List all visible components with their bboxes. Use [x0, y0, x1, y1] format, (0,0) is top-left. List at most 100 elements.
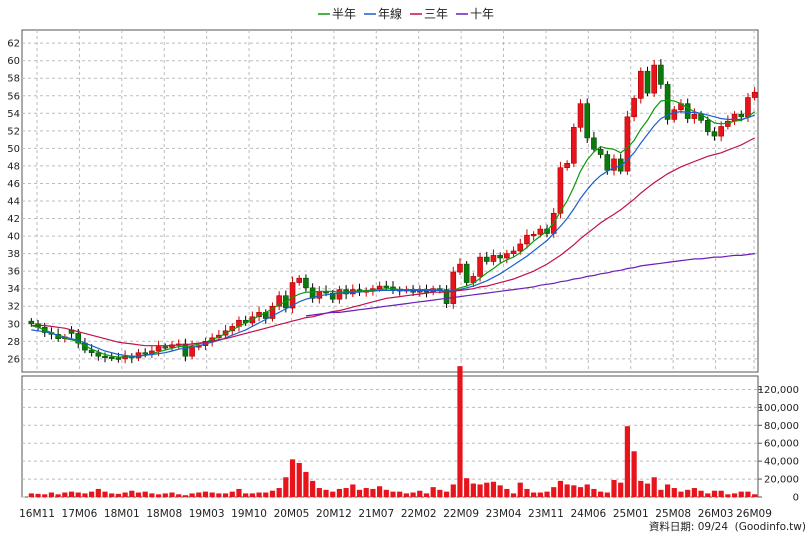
volume-bar	[303, 471, 309, 497]
volume-bar	[109, 493, 115, 497]
candle-body	[577, 103, 584, 128]
volume-bar	[296, 462, 302, 497]
candle-body	[155, 346, 162, 352]
price-tick-label: 42	[7, 214, 20, 225]
candle-body	[329, 292, 336, 300]
x-tick-label: 20M12	[316, 508, 352, 520]
volume-bar	[269, 490, 276, 497]
price-tick-label: 28	[7, 337, 20, 348]
volume-bar	[182, 495, 188, 497]
candle-body	[564, 162, 570, 168]
candle-body	[463, 263, 470, 283]
volume-bar	[564, 484, 570, 497]
x-tick-label: 16M11	[19, 508, 55, 520]
price-tick-label: 62	[7, 39, 20, 50]
price-tick-label: 46	[7, 179, 20, 190]
x-tick-label: 26M09	[736, 508, 772, 520]
volume-bar	[752, 494, 758, 497]
volume-bar	[624, 426, 631, 497]
candle-body	[135, 352, 142, 359]
candle-body	[571, 127, 577, 164]
volume-bar	[323, 489, 329, 497]
candle-body	[376, 285, 383, 289]
volume-bar	[584, 484, 590, 497]
volume-bar	[738, 491, 744, 497]
volume-bar	[390, 491, 396, 497]
volume-bar	[202, 491, 209, 497]
x-tick-label: 26M03	[698, 508, 734, 520]
volume-bar	[631, 451, 637, 497]
candle-body	[704, 120, 711, 133]
candle-body	[684, 103, 691, 119]
candle-body	[718, 126, 724, 137]
volume-bar	[443, 491, 450, 497]
candle-body	[738, 113, 745, 118]
volume-bar	[611, 479, 617, 497]
volume-bar	[725, 494, 731, 497]
candle-body	[269, 305, 276, 319]
volume-bar	[89, 491, 95, 497]
candle-body	[597, 148, 604, 155]
candle-body	[671, 109, 678, 120]
volume-bar	[236, 488, 242, 497]
candle-body	[289, 282, 296, 309]
volume-bar	[169, 492, 175, 497]
candle-body	[591, 137, 597, 150]
candle-body	[537, 228, 544, 235]
volume-bar	[289, 459, 296, 497]
volume-bar	[537, 492, 543, 497]
x-tick-label: 18M01	[104, 508, 140, 520]
volume-bar	[330, 491, 336, 497]
price-tick-label: 34	[7, 284, 20, 295]
legend: 半年 年線 三年 十年	[318, 6, 494, 21]
candle-body	[664, 84, 671, 120]
volume-bar	[35, 493, 41, 497]
volume-bar	[383, 489, 389, 497]
volume-bar	[477, 484, 483, 497]
volume-bar	[356, 489, 363, 497]
volume-bar	[691, 488, 697, 497]
volume-bar	[484, 482, 490, 497]
volume-bar	[658, 489, 664, 497]
x-tick-label: 21M07	[358, 508, 394, 520]
x-tick-label: 20M05	[274, 508, 310, 520]
volume-bar	[671, 488, 677, 497]
candle-body	[510, 250, 517, 254]
volume-bar	[363, 488, 369, 497]
candle-body	[517, 243, 524, 252]
volume-bar	[350, 484, 356, 497]
volume-bar	[711, 490, 718, 497]
x-tick-label: 23M04	[486, 508, 522, 520]
volume-bar	[618, 482, 624, 497]
volume-bar	[189, 493, 195, 497]
candle-body	[745, 97, 751, 118]
candle-body	[624, 116, 631, 172]
x-axis: 16M11 17M06 18M01 18M08 19M03 19M10 20M05 20M12…	[19, 508, 772, 520]
candle-body	[617, 158, 624, 172]
site-label: (Goodinfo.tw)	[735, 521, 806, 533]
volume-bar	[55, 494, 61, 497]
volume-bar	[155, 494, 162, 497]
volume-bar	[95, 488, 101, 497]
volume-bar	[102, 491, 108, 497]
candle-body	[115, 357, 122, 360]
x-tick-label: 19M03	[189, 508, 225, 520]
volume-bar	[457, 366, 463, 497]
candle-body	[443, 289, 450, 304]
volume-bar	[517, 482, 523, 497]
candle-body	[637, 70, 644, 99]
price-tick-label: 30	[7, 319, 20, 330]
x-tick-label: 19M10	[231, 508, 267, 520]
volume-bar	[685, 489, 691, 497]
volume-bar	[504, 488, 510, 497]
candle-body	[75, 333, 82, 344]
price-panel: 26 28 30 32 34 36 38 40 42 44 46 48 50 52 54 56 58 60 62	[7, 29, 759, 373]
volume-bar	[316, 488, 322, 497]
candle-body	[276, 295, 282, 307]
price-tick-label: 26	[7, 354, 20, 365]
volume-bar	[430, 487, 436, 497]
volume-bar	[209, 492, 215, 497]
volume-bar	[276, 488, 282, 497]
volume-bar	[377, 486, 383, 497]
candle-body	[604, 154, 611, 171]
